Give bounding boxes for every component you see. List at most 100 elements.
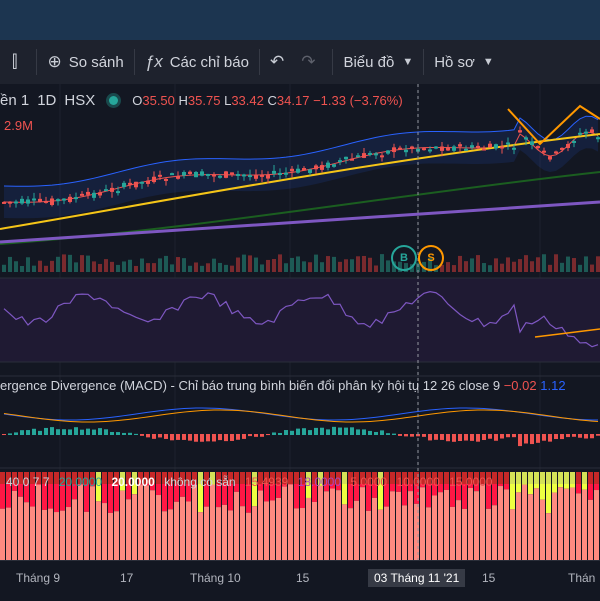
macd-histogram-bar bbox=[56, 429, 60, 435]
macd-histogram-bar bbox=[2, 434, 6, 435]
heatmap-cell bbox=[504, 484, 509, 489]
interval-label[interactable]: 1D bbox=[37, 92, 56, 109]
indicators-label: Các chỉ báo bbox=[170, 54, 249, 71]
macd-histogram-bar bbox=[272, 432, 276, 435]
heatmap-cell bbox=[462, 509, 467, 560]
volume-bar bbox=[326, 256, 330, 272]
price-candle bbox=[464, 149, 468, 151]
heatmap-cell bbox=[156, 495, 161, 560]
time-axis[interactable]: Tháng 9 17 Tháng 10 15 03 Tháng 11 '21 1… bbox=[0, 560, 600, 601]
heatmap-cell bbox=[552, 493, 557, 560]
macd-histogram-bar bbox=[296, 429, 300, 435]
price-candle bbox=[332, 164, 336, 167]
macd-histogram-bar bbox=[482, 434, 486, 440]
heatmap-cell bbox=[120, 491, 125, 560]
heatmap-cell bbox=[336, 490, 341, 560]
heatmap-cell bbox=[0, 472, 5, 484]
profile-menu-label: Hồ sơ bbox=[434, 54, 475, 71]
chart-menu-button[interactable]: Biểu đồ ▼ bbox=[333, 40, 423, 84]
candle-type-button[interactable]: ⫿ bbox=[0, 40, 36, 84]
volume-bar bbox=[254, 258, 258, 272]
volume-bar bbox=[350, 259, 354, 272]
indicator-value-d: không có sẵn bbox=[164, 475, 235, 489]
chart-legend: ền 1 1D HSX O35.50 H35.75 L33.42 C34.17 … bbox=[0, 92, 403, 109]
heatmap-cell bbox=[60, 511, 65, 560]
macd-histogram-bar bbox=[182, 434, 186, 440]
price-candle bbox=[284, 173, 288, 175]
macd-histogram-bar bbox=[332, 427, 336, 435]
time-label: Tháng 9 bbox=[16, 571, 60, 585]
macd-legend: ergence Divergence (MACD) - Chỉ báo trun… bbox=[0, 378, 566, 393]
heatmap-cell bbox=[516, 472, 521, 484]
macd-histogram-bar bbox=[32, 429, 36, 435]
heatmap-cell bbox=[564, 472, 569, 484]
macd-histogram-bar bbox=[74, 427, 78, 435]
change-value: −1.33 (−3.76%) bbox=[313, 93, 403, 108]
price-candle bbox=[428, 149, 432, 151]
volume-bar bbox=[506, 257, 510, 272]
volume-bar bbox=[50, 261, 54, 272]
indicator-value-b: 20.0000 bbox=[59, 475, 102, 489]
volume-bar bbox=[488, 265, 492, 272]
volume-bar bbox=[182, 258, 186, 272]
macd-histogram-bar bbox=[530, 434, 534, 444]
macd-histogram-bar bbox=[50, 427, 54, 435]
redo-button[interactable]: ↷ bbox=[301, 40, 332, 84]
profile-menu-button[interactable]: Hồ sơ ▼ bbox=[424, 40, 504, 84]
volume-bar bbox=[110, 262, 114, 272]
heatmap-cell bbox=[498, 472, 503, 484]
heatmap-cell bbox=[12, 491, 17, 560]
volume-bar bbox=[152, 263, 156, 272]
high-value: 35.75 bbox=[188, 93, 221, 108]
heatmap-cell bbox=[228, 510, 233, 560]
macd-histogram-bar bbox=[38, 431, 42, 435]
price-candle bbox=[2, 202, 6, 204]
heatmap-cell bbox=[42, 510, 47, 560]
volume-bar bbox=[266, 260, 270, 272]
volume-bar bbox=[260, 264, 264, 272]
volume-bar bbox=[296, 256, 300, 272]
volume-bar bbox=[524, 255, 528, 272]
heatmap-cell bbox=[498, 484, 503, 486]
price-candle bbox=[548, 156, 552, 159]
volume-bar bbox=[242, 255, 246, 272]
heatmap-cell bbox=[594, 490, 599, 560]
volume-bar bbox=[362, 256, 366, 272]
price-candle bbox=[338, 160, 342, 162]
indicators-button[interactable]: ƒx Các chỉ báo bbox=[135, 40, 259, 84]
macd-histogram-bar bbox=[356, 429, 360, 435]
price-candle bbox=[362, 153, 366, 158]
volume-bar bbox=[560, 263, 564, 272]
price-candle bbox=[218, 176, 222, 178]
price-candle bbox=[326, 163, 330, 168]
volume-bar bbox=[464, 261, 468, 272]
price-candle bbox=[374, 153, 378, 155]
macd-histogram-bar bbox=[374, 432, 378, 435]
heatmap-cell bbox=[546, 513, 551, 560]
heatmap-cell bbox=[288, 484, 293, 560]
volume-bar bbox=[512, 262, 516, 272]
price-candle bbox=[206, 174, 210, 176]
price-candle bbox=[440, 147, 444, 151]
high-key: H bbox=[179, 93, 188, 108]
price-candle bbox=[98, 192, 102, 195]
heatmap-cell bbox=[564, 489, 569, 560]
macd-histogram-bar bbox=[194, 434, 198, 442]
price-candle bbox=[164, 179, 168, 181]
price-candle bbox=[44, 201, 48, 203]
heatmap-cell bbox=[0, 484, 5, 509]
heatmap-cell bbox=[276, 498, 281, 560]
undo-button[interactable]: ↶ bbox=[260, 40, 301, 84]
price-candle bbox=[404, 150, 408, 152]
volume-bar bbox=[368, 258, 372, 272]
heatmap-cell bbox=[66, 507, 71, 560]
time-label: 15 bbox=[482, 571, 495, 585]
compare-button[interactable]: ⊕ So sánh bbox=[37, 40, 133, 84]
macd-histogram-bar bbox=[224, 434, 228, 441]
price-candle bbox=[512, 148, 516, 150]
price-candle bbox=[434, 147, 438, 149]
time-label: 17 bbox=[120, 571, 133, 585]
heatmap-cell bbox=[486, 509, 491, 560]
macd-histogram-bar bbox=[320, 428, 324, 435]
macd-histogram-bar bbox=[14, 432, 18, 435]
